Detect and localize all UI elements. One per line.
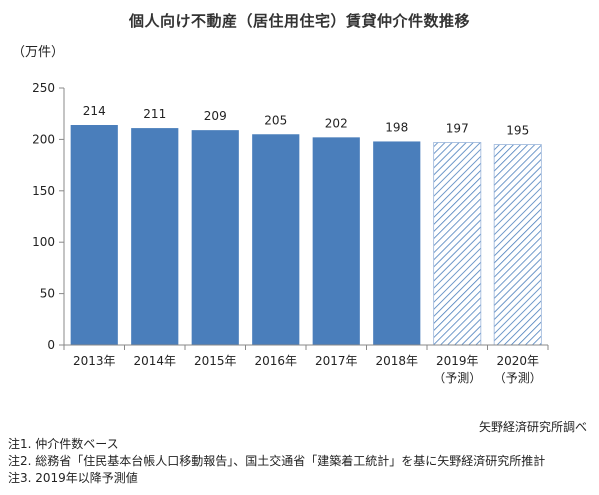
x-tick-sublabel: （予測） [494, 371, 542, 385]
bar [191, 130, 239, 345]
bar-value-label: 211 [143, 107, 166, 121]
bar-value-label: 197 [446, 121, 469, 135]
x-tick-label: 2020年 [496, 354, 539, 368]
x-tick-label: 2015年 [194, 354, 237, 368]
bar-forecast [493, 144, 542, 346]
chart-title: 個人向け不動産（居住用住宅）賃貸仲介件数推移 [128, 12, 470, 30]
bar-value-label: 202 [325, 116, 348, 130]
x-tick-label: 2017年 [315, 354, 358, 368]
x-tick-sublabel: （予測） [433, 371, 481, 385]
y-tick-label: 50 [40, 287, 55, 301]
x-tick-label: 2019年 [436, 354, 479, 368]
x-tick-label: 2014年 [133, 354, 176, 368]
bar-value-label: 205 [264, 113, 287, 127]
x-tick-label: 2013年 [73, 354, 116, 368]
source-credit: 矢野経済研究所調べ [478, 420, 587, 434]
y-tick-label: 150 [32, 184, 55, 198]
notes: 注1. 仲介件数ベース 注2. 総務省「住民基本台帳人口移動報告」、国土交通省「… [8, 436, 545, 487]
note-3: 注3. 2019年以降予測値 [8, 471, 138, 485]
y-axis-unit-label: （万件） [12, 45, 65, 60]
y-tick-label: 200 [32, 132, 55, 146]
bar-value-label: 195 [506, 124, 529, 138]
note-2: 注2. 総務省「住民基本台帳人口移動報告」、国土交通省「建築着工統計」を基に矢野… [8, 454, 546, 468]
x-tick-label: 2018年 [375, 354, 418, 368]
x-tick-label: 2016年 [254, 354, 297, 368]
bar-value-label: 198 [385, 120, 408, 134]
bar-value-label: 209 [204, 109, 227, 123]
note-1: 注1. 仲介件数ベース [8, 437, 119, 451]
y-tick-label: 250 [32, 81, 55, 95]
y-tick-label: 100 [32, 235, 55, 249]
bar [252, 134, 300, 345]
y-tick-label: 0 [47, 338, 55, 352]
bar-value-label: 214 [83, 104, 106, 118]
bar [373, 141, 421, 345]
bar [131, 128, 179, 345]
bar-forecast [433, 142, 482, 346]
bar [70, 125, 118, 346]
bar [312, 137, 360, 345]
